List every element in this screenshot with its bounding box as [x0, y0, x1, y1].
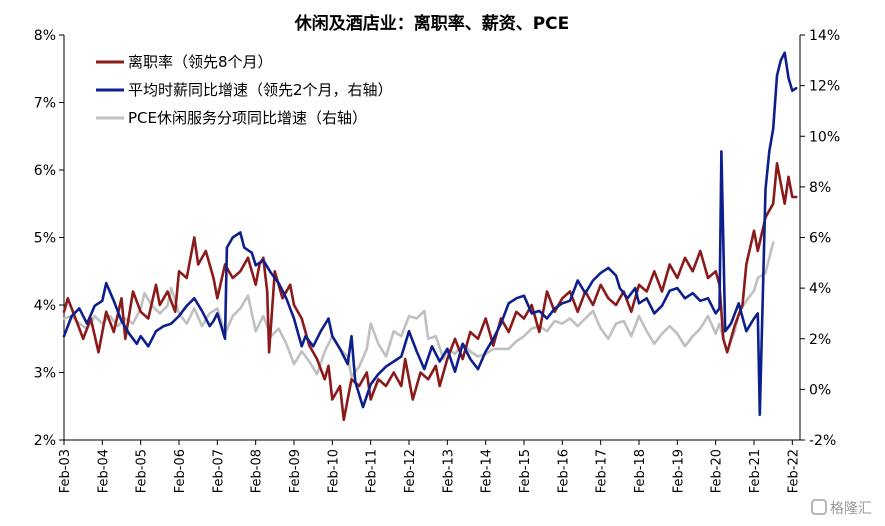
watermark-text: 格隆汇 — [830, 501, 872, 517]
x-tick-label: Feb-08 — [250, 449, 265, 493]
left-tick-label: 5% — [34, 231, 56, 247]
x-tick-label: Feb-07 — [211, 449, 226, 493]
series-line-2 — [62, 51, 798, 416]
left-tick-label: 2% — [34, 433, 56, 449]
watermark: 格隆汇 — [811, 499, 872, 517]
right-y-axis: -2% 0% 2% 4% 6% 8% 10% 12% 14% — [800, 28, 840, 449]
x-tick-label: Feb-06 — [173, 449, 188, 493]
right-tick-label: 10% — [809, 129, 840, 145]
x-tick-label: Feb-12 — [403, 449, 418, 493]
legend-label: 平均时薪同比增速（领先2个月，右轴） — [128, 81, 393, 99]
x-tick-label: Feb-10 — [326, 449, 341, 493]
left-tick-label: 8% — [34, 28, 56, 44]
right-tick-label: 0% — [809, 382, 831, 398]
right-tick-label: 2% — [809, 332, 831, 348]
right-tick-label: 4% — [809, 281, 831, 297]
right-tick-label: 6% — [809, 231, 831, 247]
x-tick-label: Feb-11 — [365, 449, 380, 493]
left-tick-label: 7% — [34, 96, 56, 112]
x-tick-label: Feb-03 — [58, 449, 73, 493]
x-tick-label: Feb-21 — [748, 449, 763, 493]
legend-label: 离职率（领先8个月） — [128, 53, 273, 71]
x-tick-label: Feb-22 — [786, 449, 801, 493]
left-y-axis: 2% 3% 4% 5% 6% 7% 8% — [34, 28, 64, 449]
chart-title: 休闲及酒店业：离职率、薪资、PCE — [294, 13, 570, 34]
left-tick-label: 3% — [34, 366, 56, 382]
x-axis: Feb-03 Feb-04 Feb-05 Feb-06 Feb-07 Feb-08 Feb-… — [58, 440, 801, 493]
x-tick-label: Feb-19 — [671, 449, 686, 493]
series-layer — [62, 51, 798, 422]
x-tick-label: Feb-15 — [518, 449, 533, 493]
legend-label: PCE休闲服务分项同比增速（右轴） — [128, 109, 367, 127]
right-tick-label: 8% — [809, 180, 831, 196]
right-tick-label: 12% — [809, 79, 840, 95]
x-tick-label: Feb-20 — [710, 449, 725, 493]
x-tick-label: Feb-04 — [96, 449, 111, 493]
left-tick-label: 6% — [34, 163, 56, 179]
x-tick-label: Feb-14 — [480, 449, 495, 493]
x-tick-label: Feb-05 — [135, 449, 150, 493]
watermark-logo-icon — [811, 499, 827, 515]
left-tick-label: 4% — [34, 298, 56, 314]
series-line-3 — [62, 241, 775, 378]
x-tick-label: Feb-18 — [633, 449, 648, 493]
right-tick-label: 14% — [809, 28, 840, 44]
x-tick-label: Feb-13 — [441, 449, 456, 493]
x-tick-label: Feb-17 — [595, 449, 610, 493]
x-tick-label: Feb-09 — [288, 449, 303, 493]
series-line-1 — [62, 162, 798, 422]
x-tick-label: Feb-16 — [556, 449, 571, 493]
legend: 离职率（领先8个月） 平均时薪同比增速（领先2个月，右轴） PCE休闲服务分项同比增… — [96, 53, 393, 127]
right-tick-label: -2% — [809, 433, 836, 449]
